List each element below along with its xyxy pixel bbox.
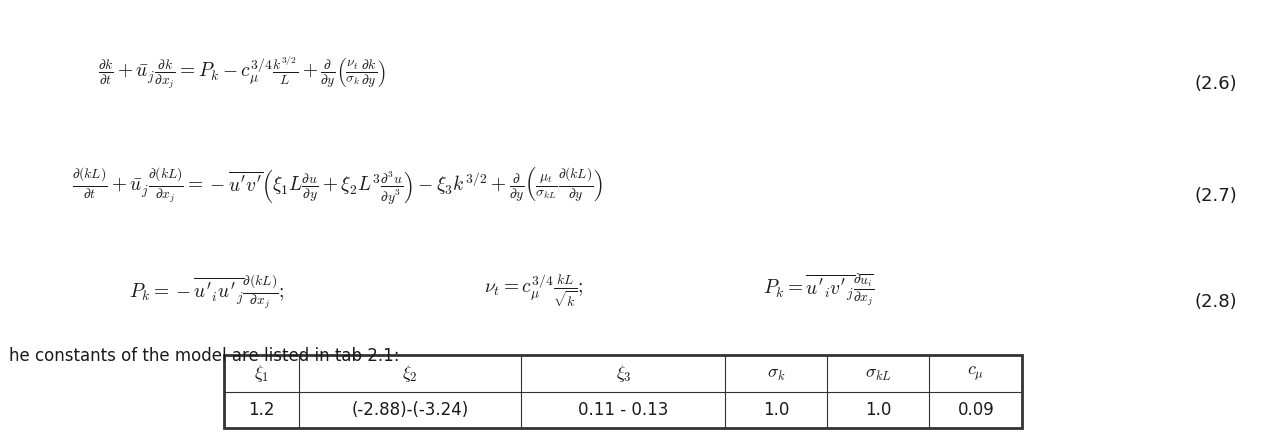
Text: 0.11 - 0.13: 0.11 - 0.13 [579,401,669,419]
Text: $P_k = \overline{u'_i v'_j} \frac{\partial \overline{u_i}}{\partial x_j}$: $P_k = \overline{u'_i v'_j} \frac{\parti… [763,272,874,307]
Text: (2.8): (2.8) [1194,294,1238,311]
Text: (2.6): (2.6) [1194,75,1238,94]
Bar [224,355,1023,428]
Text: $\sigma_k$: $\sigma_k$ [767,365,786,383]
Text: 1.0: 1.0 [865,401,892,419]
Text: (-2.88)-(-3.24): (-2.88)-(-3.24) [351,401,468,419]
Text: $\xi_2$: $\xi_2$ [402,363,417,384]
Text: $P_k = -\overline{u'_i u'_j} \frac{\partial(kL)}{\partial x_j};$: $P_k = -\overline{u'_i u'_j} \frac{\part… [130,272,285,311]
Text: $c_{\mu}$: $c_{\mu}$ [967,365,985,383]
Text: $\nu_t = c_{\mu}^{3/4} \frac{kL}{\sqrt{k}};$: $\nu_t = c_{\mu}^{3/4} \frac{kL}{\sqrt{k… [485,272,584,308]
Text: (2.7): (2.7) [1194,187,1238,204]
Text: $\sigma_{kL}$: $\sigma_{kL}$ [865,365,892,383]
Text: 0.09: 0.09 [958,401,995,419]
Text: $\frac{\partial k}{\partial t} + \bar{u}_j \frac{\partial k}{\partial x_j} = P_k: $\frac{\partial k}{\partial t} + \bar{u}… [98,54,385,90]
Text: 1.0: 1.0 [763,401,790,419]
Text: $\xi_3$: $\xi_3$ [616,363,631,384]
Text: 1.2: 1.2 [248,401,275,419]
Text: he constants of the model are listed in tab 2.1:: he constants of the model are listed in … [9,347,399,365]
Text: $\frac{\partial(kL)}{\partial t} + \bar{u}_j \frac{\partial(kL)}{\partial x_j} =: $\frac{\partial(kL)}{\partial t} + \bar{… [73,165,604,207]
Text: $\xi_1$: $\xi_1$ [254,363,270,384]
